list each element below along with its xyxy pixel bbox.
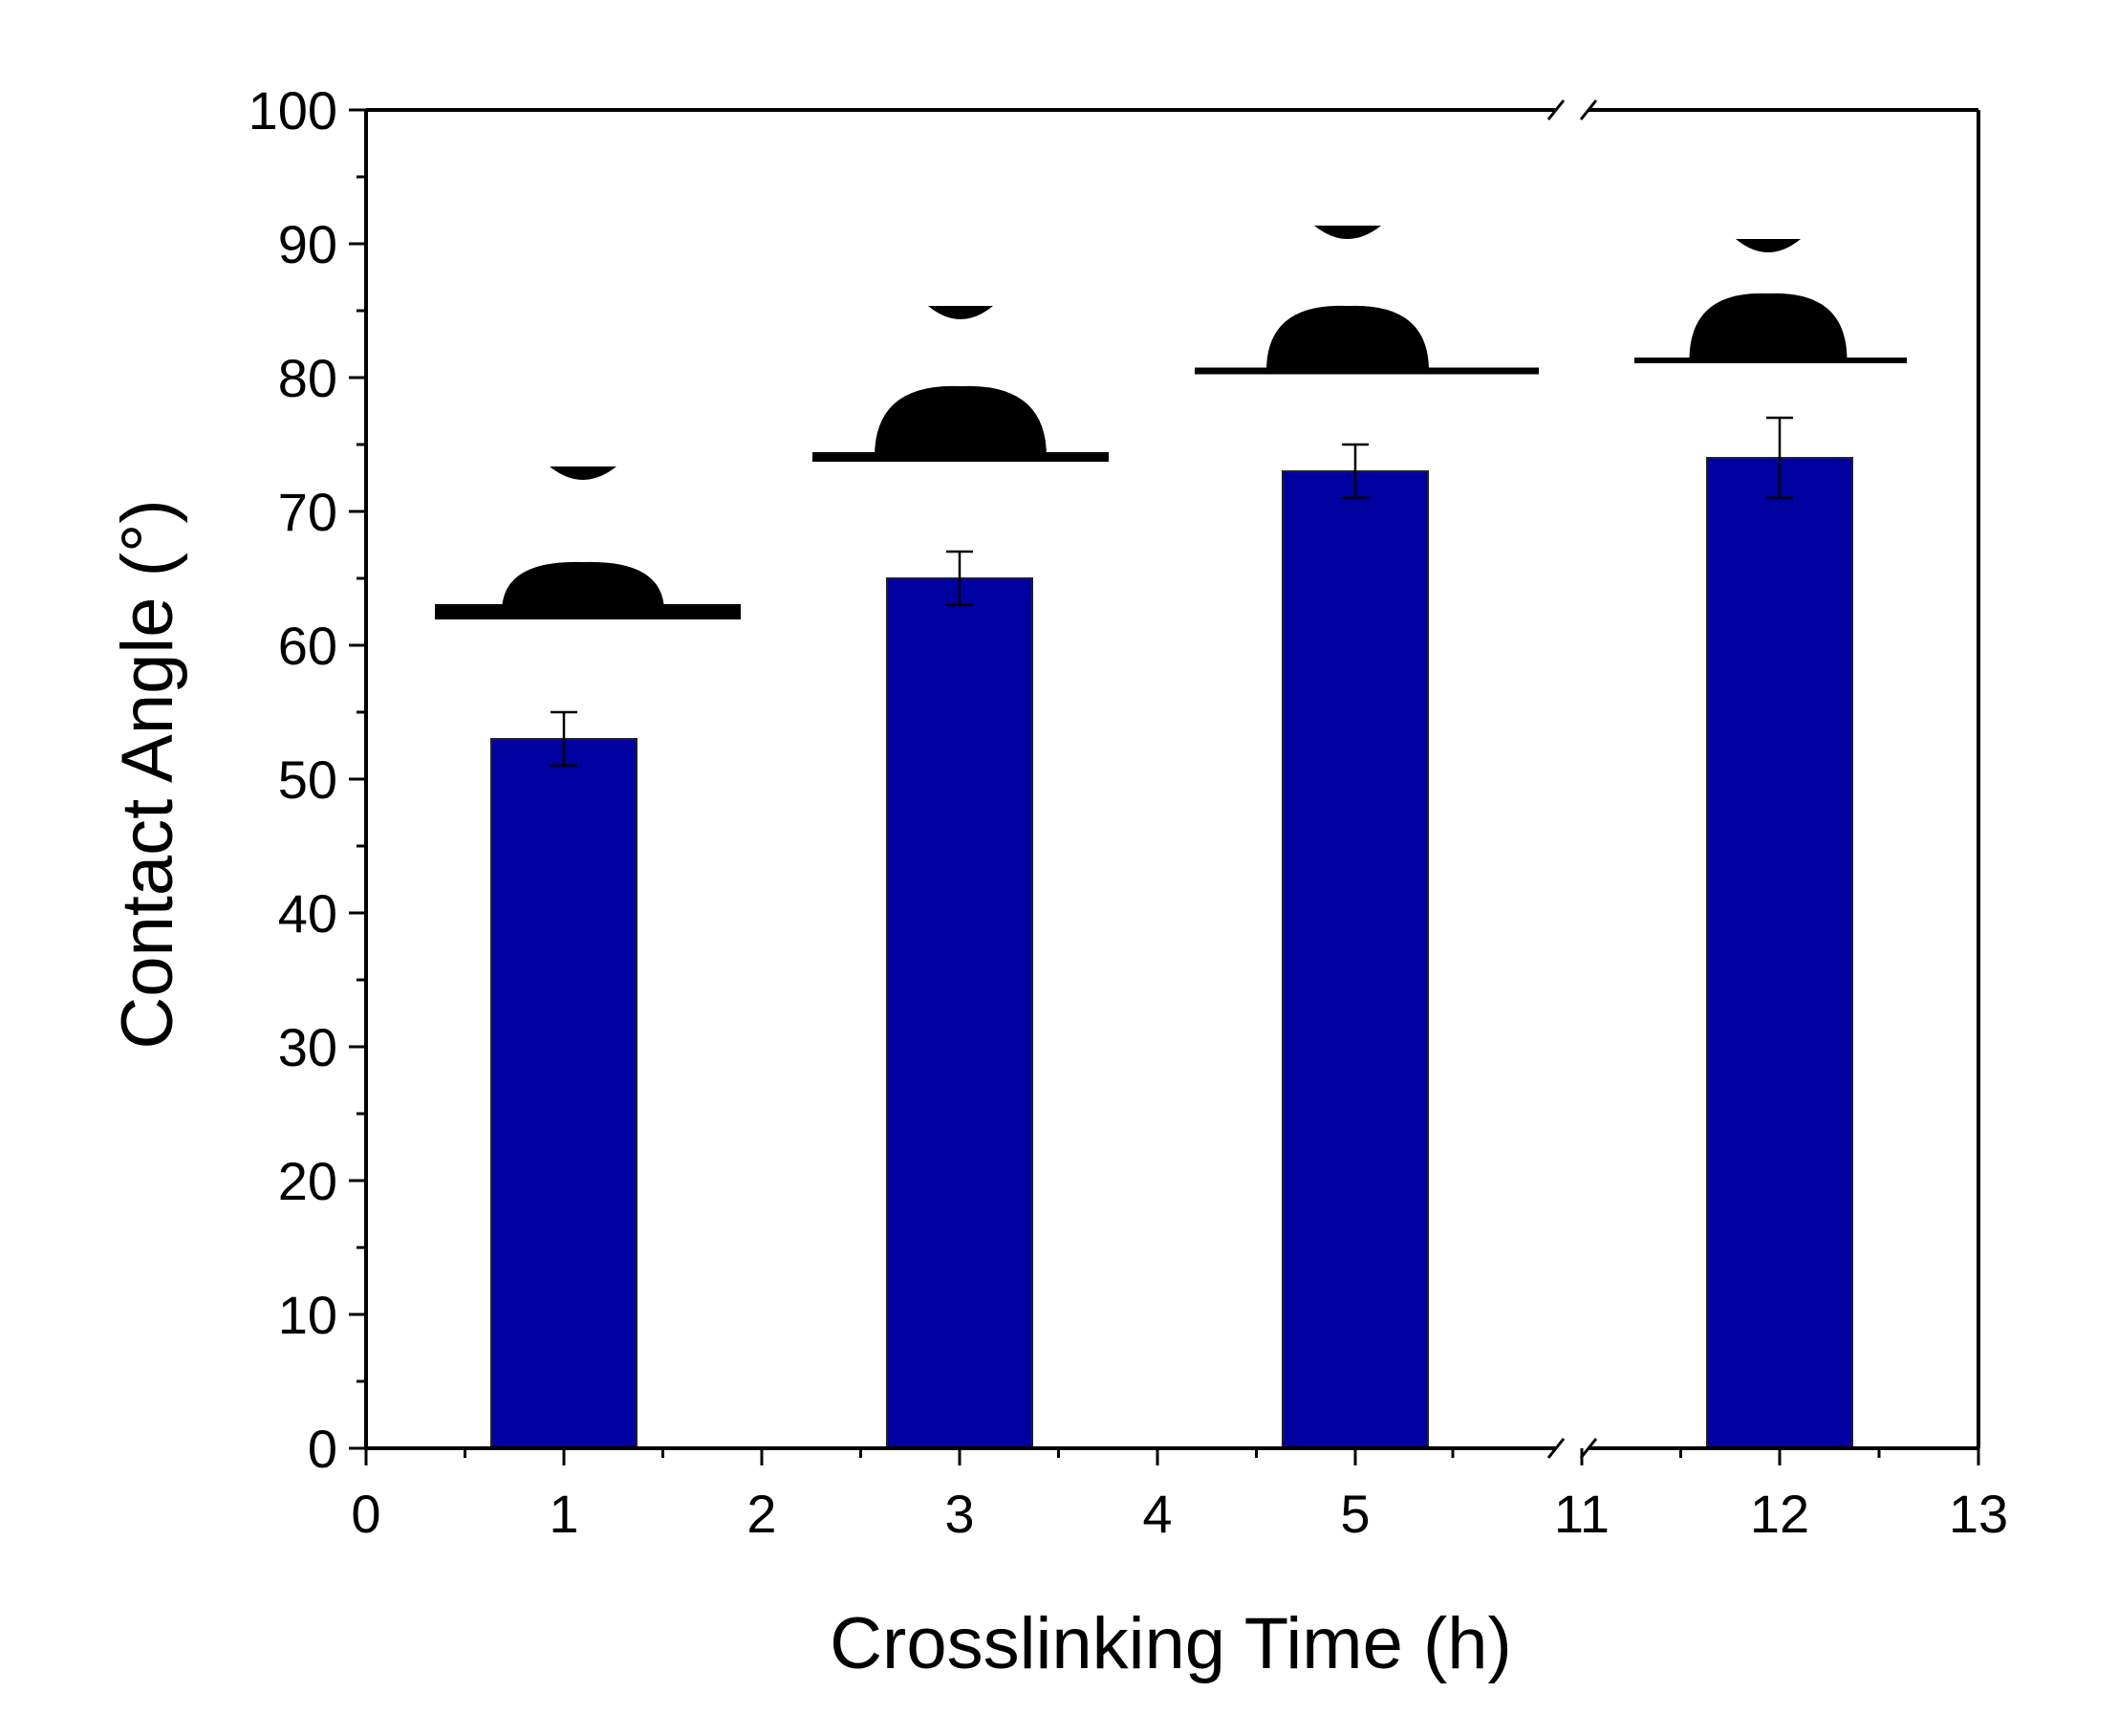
y-axis-title: Contact Angle (°) <box>107 499 188 1049</box>
y-tick-label: 0 <box>308 1419 337 1479</box>
bar-1h <box>490 738 638 1449</box>
droplet-insets <box>435 226 1907 619</box>
y-tick-label: 100 <box>249 80 337 141</box>
x-tick-label: 4 <box>1142 1484 1172 1544</box>
needle-tip <box>928 306 993 319</box>
bar-12h <box>1706 457 1853 1449</box>
droplet <box>502 561 664 612</box>
y-tick-label: 70 <box>278 482 337 542</box>
x-tick-label: 13 <box>1949 1484 2008 1544</box>
needle-tip <box>550 467 616 480</box>
x-tick-label: 11 <box>1554 1484 1610 1544</box>
bar-5h <box>1282 470 1429 1449</box>
axis-break-mark <box>1579 99 1598 120</box>
x-tick-label: 3 <box>944 1484 974 1544</box>
x-tick-label: 12 <box>1750 1484 1809 1544</box>
axis-break-mark <box>1579 1438 1598 1459</box>
x-tick-label: 0 <box>351 1484 380 1544</box>
x-tick-label: 2 <box>746 1484 776 1544</box>
droplet <box>1266 305 1429 371</box>
needle-tip <box>1314 226 1381 239</box>
x-tick-label: 5 <box>1340 1484 1370 1544</box>
y-tick-label: 60 <box>278 616 337 676</box>
y-tick-label: 10 <box>278 1285 337 1345</box>
water-droplet-image-1h <box>435 467 741 619</box>
y-tick-label: 40 <box>278 883 337 944</box>
needle-tip <box>1736 239 1801 252</box>
y-tick-label: 90 <box>278 214 337 274</box>
axis-break-mark <box>1546 1438 1566 1459</box>
droplet <box>1689 293 1848 360</box>
bar-3h <box>886 577 1033 1449</box>
y-tick-label: 80 <box>278 348 337 408</box>
x-tick-label: 1 <box>549 1484 578 1544</box>
y-tick-label: 20 <box>278 1151 337 1211</box>
water-droplet-image-3h <box>812 306 1109 462</box>
bars-layer <box>490 416 1853 1449</box>
droplet <box>875 385 1047 457</box>
y-tick-label: 30 <box>278 1017 337 1077</box>
axis-break-mark <box>1546 99 1566 120</box>
y-tick-label: 50 <box>278 749 337 810</box>
water-droplet-image-12h <box>1634 239 1907 363</box>
x-axis-title: Crosslinking Time (h) <box>830 1603 1512 1684</box>
water-droplet-image-5h <box>1195 226 1539 375</box>
